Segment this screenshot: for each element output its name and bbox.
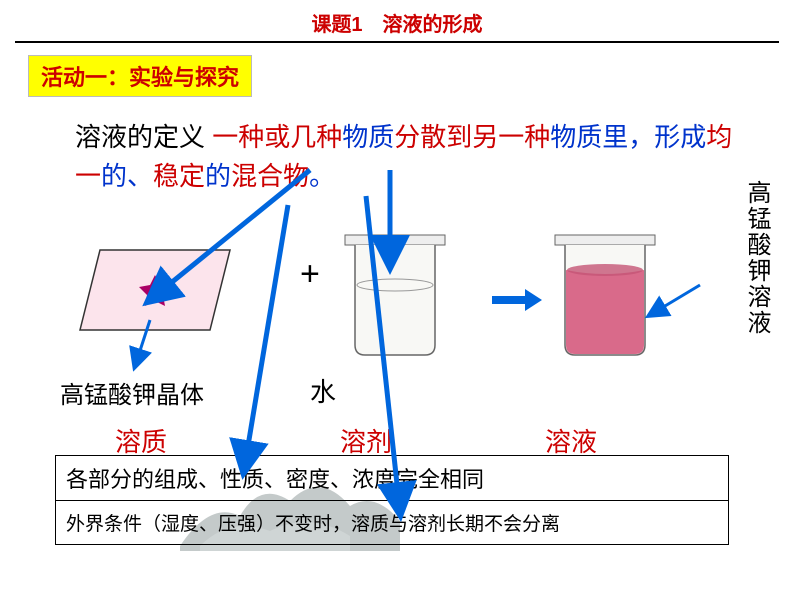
- diagram-area: + 高锰酸钾晶体 水: [0, 200, 794, 420]
- def-p8: 的: [205, 161, 231, 191]
- role-solvent-label: 溶剂: [340, 422, 392, 459]
- role-solution-label: 溶液: [545, 422, 597, 459]
- def-p1: 一种或几种: [212, 122, 342, 152]
- def-prefix: 溶液的定义: [75, 122, 212, 152]
- definition-text: 溶液的定义 一种或几种物质分散到另一种物质里，形成均一的、稳定的混合物。: [75, 118, 754, 196]
- def-p3: 分散到另一种: [394, 122, 550, 152]
- page-title: 课题1 溶液的形成: [15, 0, 779, 43]
- beaker-water-icon: [340, 230, 450, 360]
- description-box-2: 外界条件（湿度、压强）不变时，溶质与溶剂长期不会分离: [55, 500, 729, 545]
- def-p9: 混合物: [231, 161, 309, 191]
- activity-heading: 活动一：实验与探究: [28, 55, 252, 97]
- def-p2: 物质: [342, 122, 394, 152]
- crystal-label: 高锰酸钾晶体: [60, 375, 204, 410]
- water-label: 水: [310, 372, 336, 409]
- arrow-right-icon: [490, 285, 545, 315]
- beaker-solution-icon: [550, 230, 660, 360]
- plus-icon: +: [300, 255, 320, 294]
- description-box-1: 各部分的组成、性质、密度、浓度完全相同: [55, 455, 729, 501]
- crystal-plate-icon: [70, 240, 240, 340]
- def-p6: 的、: [101, 161, 153, 191]
- role-solute-label: 溶质: [115, 422, 167, 459]
- def-p7: 稳定: [153, 161, 205, 191]
- def-p4-a: 物质里，形成: [550, 122, 706, 152]
- def-p10: 。: [309, 161, 335, 191]
